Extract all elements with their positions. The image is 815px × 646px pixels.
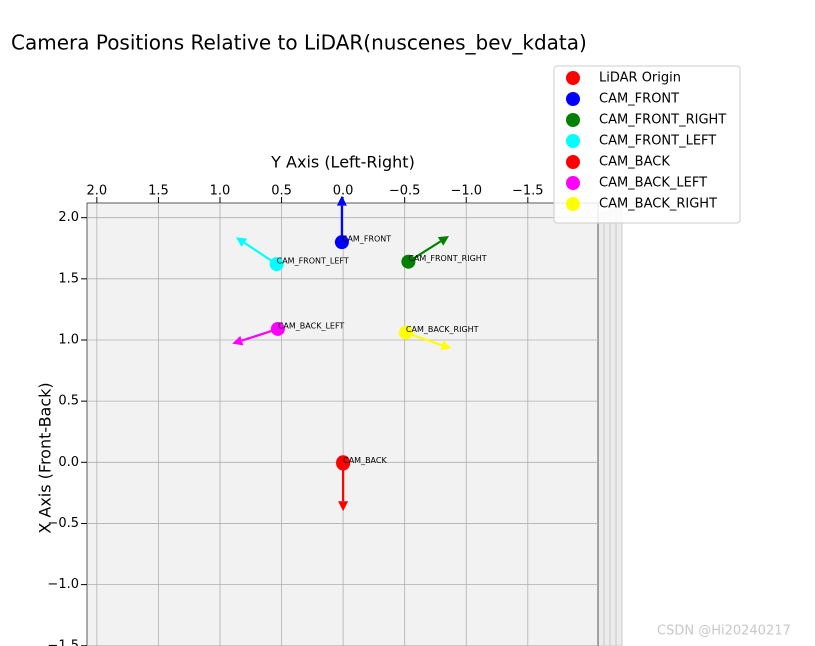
point [269,257,284,272]
pane-walls [597,207,623,646]
legend-box [553,65,741,224]
y-tick-label: 1.5 [58,271,79,286]
y-axis-label: X Axis (Front-Back) [36,382,55,533]
legend-label: CAM_BACK [599,155,670,170]
legend-label: CAM_FRONT_RIGHT [599,113,726,128]
arrow-head [336,195,347,206]
y-tick-label: −1.5 [47,638,79,646]
legend-label: CAM_FRONT_LEFT [599,134,716,149]
legend-label: CAM_FRONT [599,92,679,107]
point-label: CAM_BACK [343,456,387,465]
legend: LiDAR Origin CAM_FRONT CAM_FRONT_RIGHT CAM_… [553,65,741,224]
y-tick-label: 2.0 [58,210,79,225]
point-label: CAM_BACK_RIGHT [406,325,479,334]
arrow-head [440,340,452,350]
arrow-head [437,236,450,246]
y-tick-label: 0.0 [58,455,79,470]
legend-marker [566,197,580,211]
y-tick-label: −0.5 [47,516,79,531]
legend-marker [566,92,580,106]
point [334,235,349,250]
x-tick-label: 0.0 [333,184,354,199]
x-tick-label: 1.5 [148,184,169,199]
point-label: CAM_FRONT_LEFT [277,257,349,266]
x-tick-label: −1.5 [512,184,544,199]
chart-title: Camera Positions Relative to LiDAR(nusce… [11,31,587,55]
x-tick-label: 1.0 [210,184,231,199]
point [401,254,416,269]
y-tick-label: 0.5 [58,394,79,409]
x-tick-label: −1.0 [450,184,482,199]
legend-label: CAM_BACK_RIGHT [599,197,717,212]
watermark: CSDN @Hi20240217 [657,624,791,639]
x-axis-label: Y Axis (Left-Right) [270,153,415,172]
point-label: CAM_BACK_LEFT [278,321,345,330]
legend-label: LiDAR Origin [599,71,681,86]
x-tick-label: 2.0 [87,184,108,199]
y-tick-label: −1.0 [47,577,79,592]
legend-marker [566,155,580,169]
legend-marker [566,71,580,85]
point-label: CAM_FRONT_RIGHT [408,254,486,263]
x-tick-label: 0.5 [271,184,292,199]
pane [86,202,599,646]
point [270,321,285,336]
point-label: CAM_FRONT [342,235,391,244]
point [336,456,351,471]
arrow-head [232,335,244,346]
legend-label: CAM_BACK_LEFT [599,176,707,191]
point [398,325,413,340]
plot-area: 2.0 1.5 1.0 0.5 0.0 −0.5 −1.0 −1.5 CAM_FRONT CAM_… [47,195,599,646]
legend-marker [566,134,580,148]
arrow-head [235,237,248,247]
x-tick-label: −0.5 [389,184,421,199]
arrow-head [338,501,349,512]
y-tick-label: 1.0 [58,332,79,347]
legend-marker [566,176,580,190]
legend-marker [566,113,580,127]
